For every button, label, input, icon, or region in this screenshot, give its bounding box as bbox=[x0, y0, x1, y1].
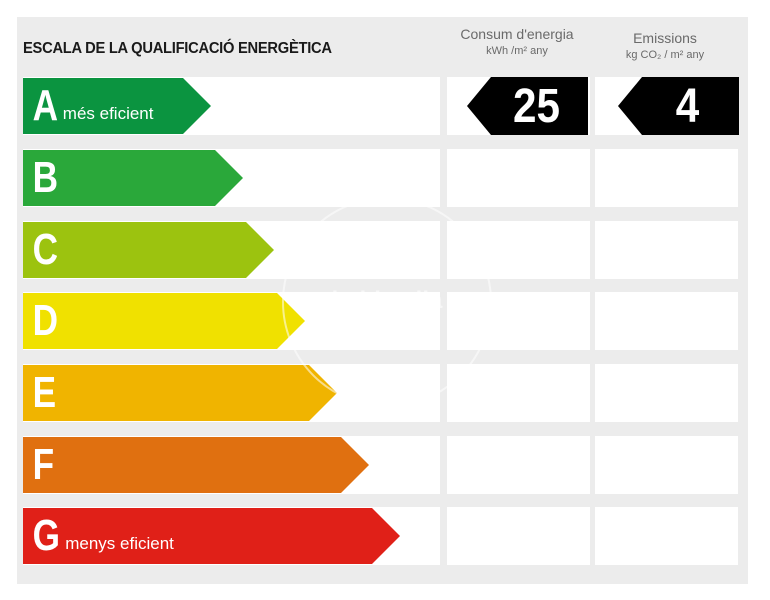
rating-letter: G bbox=[32, 511, 60, 560]
consumption-header: Consum d'energia kWh /m² any bbox=[446, 26, 588, 57]
rating-desc: menys eficient bbox=[65, 534, 174, 553]
scale-title: ESCALA DE LA QUALIFICACIÓ ENERGÈTICA bbox=[23, 40, 332, 57]
consumption-cell bbox=[447, 436, 590, 494]
rating-arrow-e: E bbox=[23, 365, 337, 421]
rating-arrow-f: F bbox=[23, 437, 369, 493]
rating-letter: A bbox=[32, 81, 59, 130]
emissions-cell bbox=[595, 436, 738, 494]
rating-letter: C bbox=[32, 225, 59, 274]
emissions-unit: kg CO₂ / m² any bbox=[625, 49, 705, 61]
consumption-value: 25 bbox=[513, 79, 560, 133]
emissions-header: Emissions kg CO₂ / m² any bbox=[594, 30, 736, 61]
arrow-shape bbox=[23, 78, 211, 134]
rating-desc: més eficient bbox=[62, 104, 154, 123]
consumption-cell bbox=[447, 292, 590, 350]
rating-arrow-d: D bbox=[23, 293, 305, 349]
rating-arrow-g: G menys eficient bbox=[23, 508, 400, 564]
emissions-badge: 4 bbox=[618, 77, 739, 135]
rating-letter: F bbox=[32, 440, 55, 489]
rating-letter: E bbox=[32, 368, 57, 417]
consumption-cell bbox=[447, 507, 590, 565]
consumption-cell bbox=[447, 364, 590, 422]
emissions-cell bbox=[595, 221, 738, 279]
consumption-cell bbox=[447, 149, 590, 207]
consumption-unit: kWh /m² any bbox=[486, 45, 548, 57]
emissions-cell bbox=[595, 149, 738, 207]
emissions-label: Emissions bbox=[633, 30, 697, 46]
emissions-cell bbox=[595, 364, 738, 422]
rating-letter: B bbox=[32, 153, 59, 202]
rating-arrow-c: C bbox=[23, 222, 274, 278]
emissions-value: 4 bbox=[675, 79, 700, 133]
emissions-cell bbox=[595, 292, 738, 350]
consumption-badge: 25 bbox=[467, 77, 588, 135]
rating-letter: D bbox=[32, 296, 59, 345]
rating-arrow-b: B bbox=[23, 150, 243, 206]
emissions-cell bbox=[595, 507, 738, 565]
consumption-cell bbox=[447, 221, 590, 279]
consumption-label: Consum d'energia bbox=[460, 26, 574, 42]
rating-arrow-a: A més eficient bbox=[23, 78, 211, 134]
